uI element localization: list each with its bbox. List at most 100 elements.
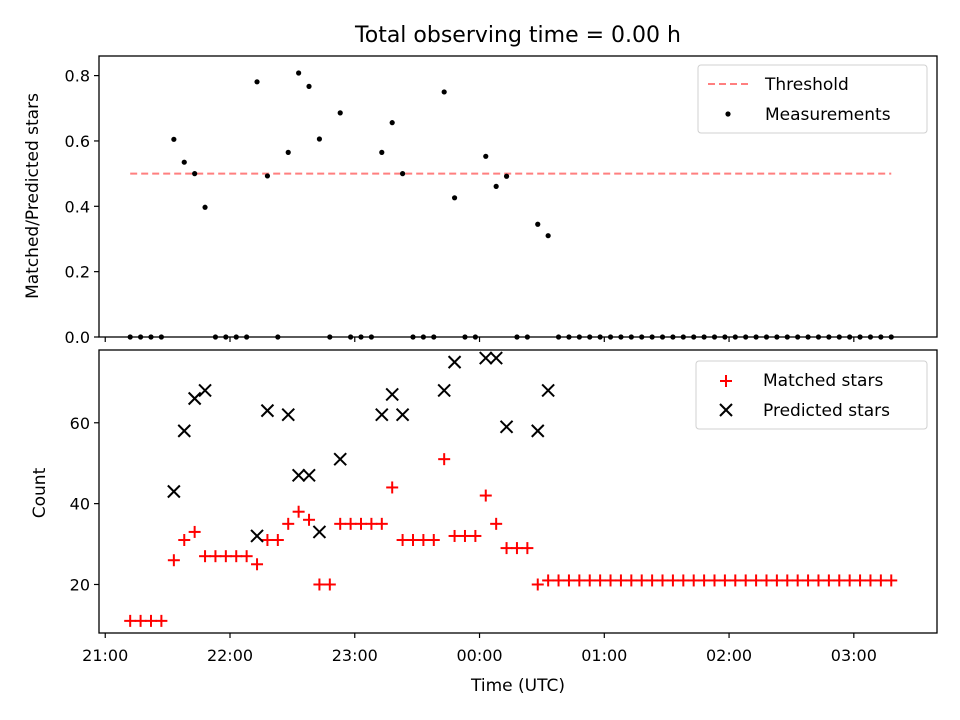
predicted-star-stroke xyxy=(260,403,275,418)
measurement-point xyxy=(306,83,312,89)
bottom-y-tick-label: 60 xyxy=(70,414,90,433)
predicted-star-stroke xyxy=(479,351,493,365)
predicted-star-point xyxy=(250,529,264,543)
predicted-star-stroke xyxy=(198,383,212,398)
measurement-point xyxy=(441,89,447,95)
matched-star-point xyxy=(885,574,898,587)
predicted-star-point xyxy=(312,525,327,539)
predicted-star-point xyxy=(479,351,493,365)
matched-star-point xyxy=(864,574,877,587)
top-y-axis-label: Matched/Predicted stars xyxy=(23,93,43,299)
bottom-axes-frame xyxy=(98,349,938,634)
predicted-star-stroke xyxy=(333,452,347,466)
matched-star-point xyxy=(282,517,295,530)
matched-star-point xyxy=(490,517,503,530)
top-axes-frame xyxy=(98,55,938,338)
matched-star-point xyxy=(219,550,232,563)
bottom-x-tick-label: 03:00 xyxy=(831,646,877,665)
predicted-star-point xyxy=(541,383,555,398)
predicted-star-stroke xyxy=(447,355,462,369)
measurement-point xyxy=(337,110,343,116)
predicted-star-stroke xyxy=(302,468,316,483)
predicted-star-stroke xyxy=(499,420,514,434)
measurement-point xyxy=(171,136,177,142)
bottom-axes: 20 40 60 21:00 22:00 23:00 00:00 01:00 02:00 03:… xyxy=(30,349,938,696)
x-axis-label: Time (UTC) xyxy=(470,676,565,696)
matched-star-point xyxy=(791,574,804,587)
predicted-star-point xyxy=(333,452,347,466)
matched-star-point xyxy=(458,529,471,542)
top-axes: 0.00.20.40.60.8 Matched/Predicted stars … xyxy=(23,55,938,347)
matched-star-point xyxy=(687,574,700,587)
measurement-point xyxy=(192,171,198,177)
matched-star-point xyxy=(750,574,763,587)
matched-star-point xyxy=(614,574,627,587)
measurement-point xyxy=(503,173,510,179)
matched-star-point xyxy=(261,534,274,547)
matched-star-point xyxy=(510,542,523,555)
predicted-star-point xyxy=(395,407,410,422)
predicted-star-point xyxy=(531,424,545,438)
bottom-x-tick-label: 02:00 xyxy=(706,646,752,665)
matched-star-point xyxy=(625,574,638,587)
predicted-star-point xyxy=(260,403,275,418)
measurement-point xyxy=(483,153,489,159)
matched-star-point xyxy=(708,574,721,587)
matched-star-point xyxy=(438,453,451,466)
top-y-tick-label: 0.6 xyxy=(65,132,90,151)
legend-threshold-label: Threshold xyxy=(764,75,849,95)
measurement-point xyxy=(379,149,385,155)
predicted-star-stroke xyxy=(489,351,503,365)
predicted-star-stroke xyxy=(531,424,545,438)
predicted-star-stroke xyxy=(395,407,410,422)
measurement-point xyxy=(535,221,541,227)
measurement-point xyxy=(545,233,551,239)
bottom-x-ticks: 21:00 22:00 23:00 00:00 01:00 02:00 03:00 xyxy=(82,633,877,665)
predicted-star-point xyxy=(281,407,295,422)
matched-star-point xyxy=(781,574,794,587)
matched-star-point xyxy=(812,574,825,587)
matched-star-point xyxy=(843,574,856,587)
matched-star-point xyxy=(718,574,731,587)
matched-star-point xyxy=(417,534,430,547)
bottom-y-ticks: 20 40 60 xyxy=(70,414,99,594)
matched-star-point xyxy=(500,542,513,555)
predicted-star-point xyxy=(489,351,503,365)
matched-star-point xyxy=(251,558,264,571)
matched-star-point xyxy=(209,550,222,563)
measurement-point xyxy=(181,159,187,165)
measurement-point xyxy=(493,183,499,189)
matched-star-point xyxy=(144,614,157,627)
matched-star-point xyxy=(406,534,419,547)
bottom-marks xyxy=(124,351,898,627)
legend-matched-label: Matched stars xyxy=(763,371,883,391)
measurement-point xyxy=(285,149,291,155)
predicted-star-stroke xyxy=(541,383,555,398)
matched-star-point xyxy=(594,574,607,587)
matched-star-point xyxy=(573,574,586,587)
bottom-y-axis-label: Count xyxy=(30,467,50,518)
matched-star-point xyxy=(822,574,835,587)
top-y-tick-label: 0.4 xyxy=(65,197,90,216)
matched-star-point xyxy=(124,614,137,627)
predicted-star-point xyxy=(198,383,212,398)
bottom-y-tick-label: 40 xyxy=(70,495,90,514)
matched-star-point xyxy=(677,574,690,587)
legend-predicted-label: Predicted stars xyxy=(763,401,890,421)
measurement-point xyxy=(254,79,260,85)
top-legend-box xyxy=(697,64,928,134)
predicted-star-stroke xyxy=(291,468,306,483)
matched-star-point xyxy=(448,529,461,542)
predicted-star-stroke xyxy=(312,525,327,539)
top-y-tick-label: 0.2 xyxy=(65,263,90,282)
matched-star-point xyxy=(427,534,440,547)
matched-star-point xyxy=(365,517,378,530)
matched-star-point xyxy=(199,550,212,563)
matched-star-point xyxy=(230,550,243,563)
measurement-point xyxy=(296,70,302,76)
matched-star-point xyxy=(552,574,565,587)
measurement-point xyxy=(451,195,458,201)
predicted-star-point xyxy=(375,407,389,422)
matched-star-point xyxy=(375,517,388,530)
